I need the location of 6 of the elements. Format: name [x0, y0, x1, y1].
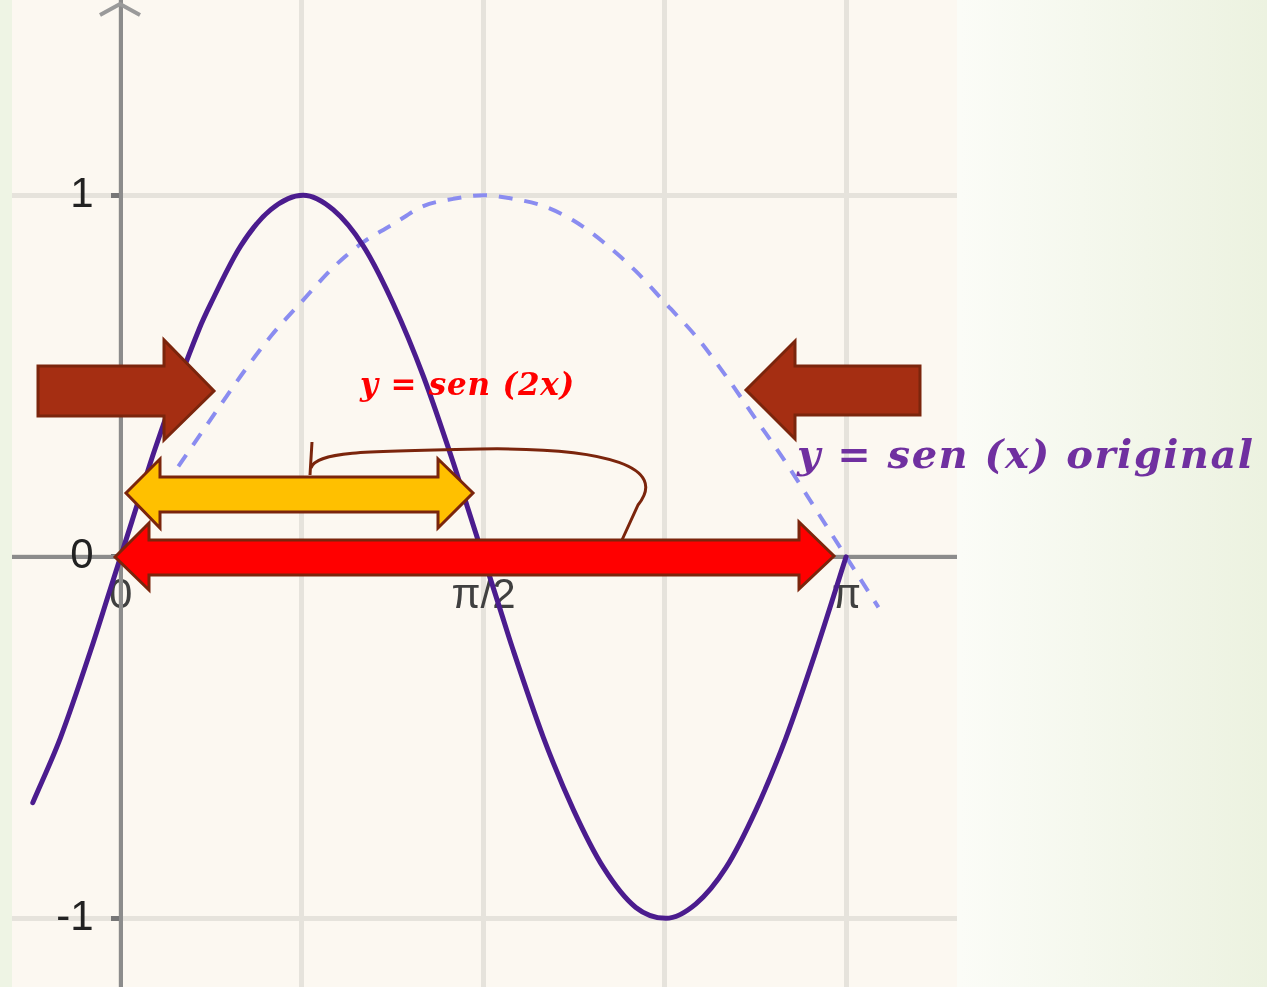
- annotation: y = sen (x) original: [797, 430, 1255, 477]
- line-series: [176, 193, 881, 610]
- y-tick-label: 1: [70, 168, 94, 216]
- annotation: y = sen (2x): [360, 366, 576, 402]
- y-tick-label: 0: [70, 530, 94, 578]
- y-tick-label: -1: [56, 891, 94, 939]
